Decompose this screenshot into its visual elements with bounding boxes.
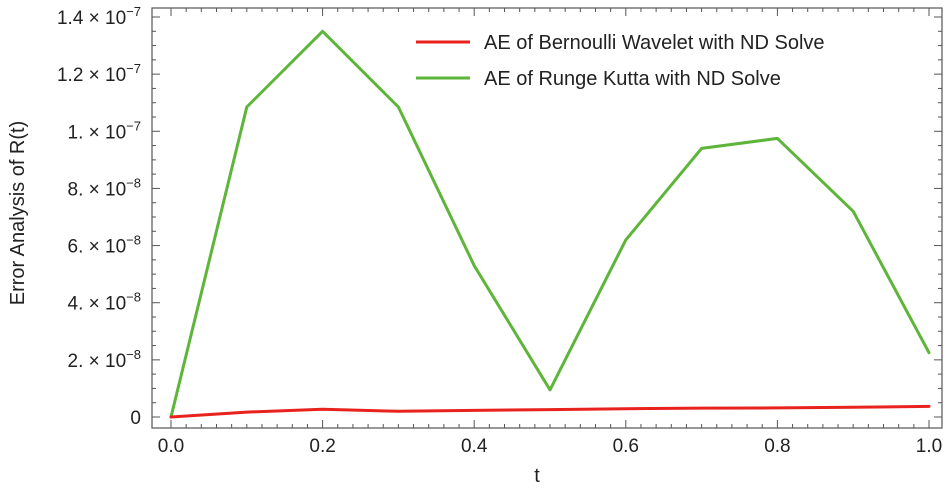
y-tick-label: 1. × 10−7 <box>68 118 141 143</box>
y-tick-label: 4. × 10−8 <box>68 290 141 315</box>
x-tick-label: 0.8 <box>764 436 790 457</box>
x-tick-label: 0.2 <box>309 436 335 457</box>
legend-label: AE of Bernoulli Wavelet with ND Solve <box>484 32 825 54</box>
plot-frame <box>151 7 943 429</box>
y-axis-ticks: 0 2. × 10−8 4. × 10−8 6. × 10−8 8. × 10−8 1. … <box>57 4 942 429</box>
y-tick-label: 1.4 × 10−7 <box>57 4 141 29</box>
x-tick-label: 0.4 <box>461 436 488 457</box>
x-axis-ticks: 0.0 0.2 0.4 0.6 0.8 1.0 <box>158 8 942 457</box>
x-tick-label: 0.0 <box>158 436 184 457</box>
plot-border <box>151 7 943 429</box>
y-tick-label: 8. × 10−8 <box>68 175 141 200</box>
y-axis-label: Error Analysis of R(t) <box>7 121 29 305</box>
series-line-runge-kutta <box>169 29 931 419</box>
series-layer <box>169 29 931 419</box>
x-axis-label: t <box>534 465 540 487</box>
y-tick-label: 6. × 10−8 <box>68 233 141 258</box>
y-tick-label: 0 <box>130 408 141 429</box>
y-tick-label: 2. × 10−8 <box>68 347 141 372</box>
x-tick-label: 0.6 <box>613 436 639 457</box>
y-tick-label: 1.2 × 10−7 <box>57 61 141 86</box>
legend-label: AE of Runge Kutta with ND Solve <box>484 68 781 90</box>
x-tick-label: 1.0 <box>916 436 942 457</box>
legend: AE of Bernoulli Wavelet with ND Solve AE … <box>416 32 825 90</box>
series-line-bernoulli <box>169 404 931 419</box>
